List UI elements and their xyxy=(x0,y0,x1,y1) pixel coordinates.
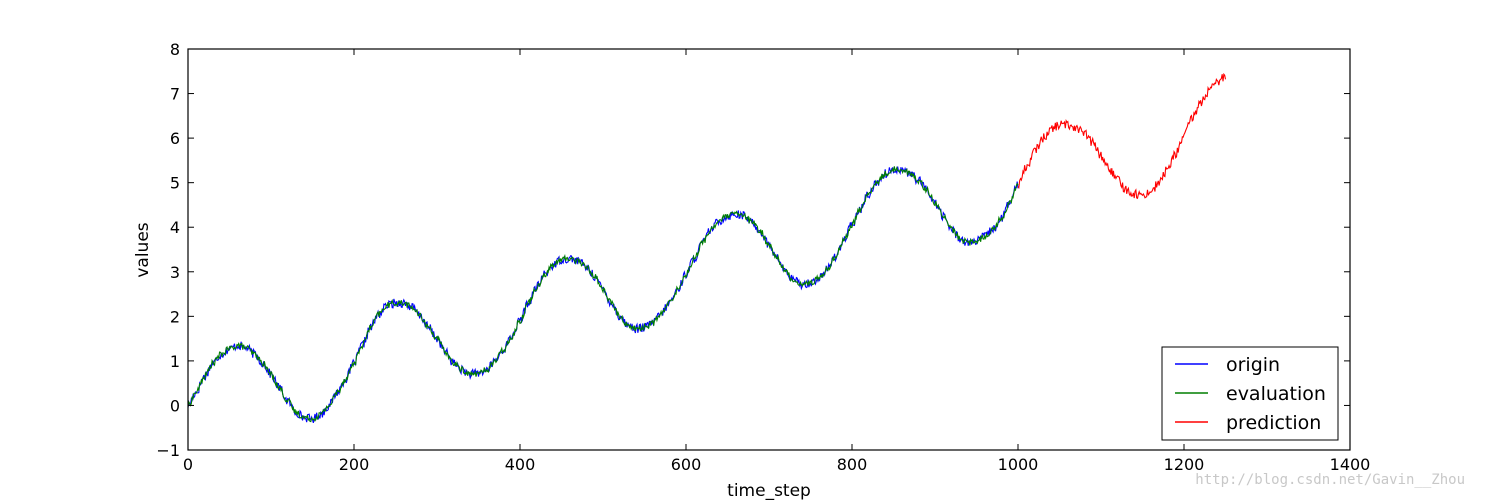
x-axis-ticks: 0 200 400 600 800 1000 1200 1400 xyxy=(183,49,1370,474)
y-tick-label: 6 xyxy=(170,129,180,148)
y-tick-label: 0 xyxy=(170,396,180,415)
series-line-evaluation xyxy=(187,166,1019,423)
x-axis-title: time_step xyxy=(727,481,811,500)
x-tick-label: 400 xyxy=(505,455,536,474)
y-tick-label: 8 xyxy=(170,40,180,59)
plot-area xyxy=(188,49,1350,450)
legend: origin evaluation prediction xyxy=(1161,346,1339,441)
y-tick-label: 7 xyxy=(170,85,180,104)
legend-label-prediction: prediction xyxy=(1226,412,1321,434)
series-line-prediction xyxy=(1017,72,1227,200)
y-tick-label: 3 xyxy=(170,263,180,282)
legend-label-evaluation: evaluation xyxy=(1226,383,1326,405)
legend-label-origin: origin xyxy=(1226,354,1280,376)
series-layer xyxy=(187,72,1227,424)
y-axis-ticks: −1 0 1 2 3 4 5 6 7 8 xyxy=(156,40,1350,460)
y-tick-label: 1 xyxy=(170,352,180,371)
y-tick-label: 5 xyxy=(170,174,180,193)
x-tick-label: 600 xyxy=(671,455,702,474)
x-tick-label: 200 xyxy=(339,455,370,474)
x-tick-label: 0 xyxy=(183,455,193,474)
x-tick-label: 1200 xyxy=(1164,455,1205,474)
y-tick-label: 2 xyxy=(170,307,180,326)
watermark-text: http://blog.csdn.net/Gavin__Zhou xyxy=(1195,472,1465,488)
x-tick-label: 800 xyxy=(837,455,868,474)
y-tick-label: −1 xyxy=(156,441,180,460)
x-tick-label: 1000 xyxy=(998,455,1039,474)
y-axis-title: values xyxy=(133,222,153,277)
plot-frame xyxy=(187,48,1351,451)
y-tick-label: 4 xyxy=(170,218,180,237)
x-tick-label: 1400 xyxy=(1330,455,1371,474)
